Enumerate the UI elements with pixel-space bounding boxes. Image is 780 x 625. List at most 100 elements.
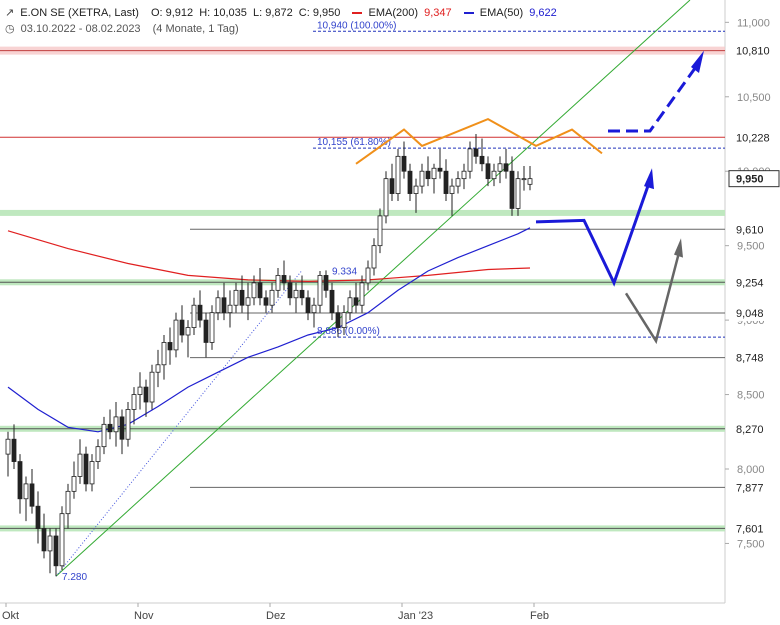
candle-body	[383, 178, 389, 217]
candle-body	[11, 438, 17, 462]
candle-body	[443, 170, 449, 194]
candle-body	[107, 423, 113, 433]
candle-body	[65, 490, 71, 515]
x-tick-label: Dez	[266, 610, 286, 622]
candle-body	[227, 304, 233, 314]
candle-body	[377, 215, 383, 247]
candle-body	[197, 304, 203, 321]
candle-body	[161, 342, 167, 366]
candle-body	[59, 513, 65, 567]
candle-body	[257, 282, 263, 299]
candle-body	[293, 289, 299, 299]
candle-body	[149, 371, 155, 403]
candle-body	[425, 170, 431, 180]
level-label: 9,950	[736, 174, 764, 186]
candle-body	[479, 155, 485, 165]
candle-body	[203, 319, 209, 343]
candle-body	[113, 416, 119, 433]
candle-body	[401, 155, 407, 172]
low-label: L: 9,872	[252, 7, 293, 19]
candle-body	[221, 297, 227, 314]
candle-body	[137, 386, 143, 395]
level-label-bg	[729, 479, 779, 496]
candle-body	[527, 178, 533, 185]
period-label: (4 Monate, 1 Tag)	[152, 23, 239, 35]
candle-body	[389, 178, 395, 194]
scenario-arrow-blue	[535, 179, 652, 287]
symbol-label: E.ON SE (XETRA, Last)	[20, 7, 139, 19]
scenario-arrow-blue-dashed	[608, 63, 700, 133]
level-label: 8,270	[736, 424, 764, 436]
candle-body	[305, 297, 311, 314]
candle-body	[317, 275, 323, 306]
header-row-1: ↗ E.ON SE (XETRA, Last) O: 9,912 H: 10,0…	[5, 6, 560, 19]
support-band	[0, 209, 725, 216]
chart-icon: ↗	[5, 7, 15, 19]
candle-body	[53, 535, 59, 567]
fib-anchor-line	[55, 270, 303, 577]
candle-body	[413, 185, 419, 194]
pattern-line	[355, 118, 603, 165]
y-tick-label: 8,000	[737, 464, 765, 476]
candle-body	[185, 327, 191, 336]
candle-body	[173, 319, 179, 351]
x-tick-label: Feb	[530, 610, 549, 622]
level-label: 10,228	[736, 132, 770, 144]
ema200-swatch	[352, 12, 363, 15]
header-row-2: ◷ 03.10.2022 - 08.02.2023 (4 Monate, 1 T…	[5, 22, 242, 35]
candle-body	[23, 483, 29, 500]
level-label-bg	[729, 349, 779, 366]
y-tick-label: 9,500	[737, 241, 765, 253]
candle-body	[359, 282, 365, 306]
candle-body	[473, 148, 479, 157]
candle-body	[431, 167, 437, 180]
date-range: 03.10.2022 - 08.02.2023	[20, 23, 141, 35]
clock-icon: ◷	[5, 23, 15, 35]
x-tick-label: Jan '23	[398, 610, 433, 622]
extreme-label: 7.280	[62, 572, 87, 583]
candle-body	[5, 438, 11, 455]
ema200-label: EMA(200)	[368, 7, 419, 19]
scenario-arrow-gray	[624, 248, 682, 345]
candle-body	[365, 267, 371, 284]
candle-body	[455, 178, 461, 187]
y-tick-label: 10,500	[737, 92, 771, 104]
arrow-head-gray	[674, 238, 683, 258]
level-label: 9,254	[736, 277, 764, 289]
extreme-label: 9.334	[332, 266, 357, 277]
candle-body	[131, 394, 137, 410]
candle-body	[485, 163, 491, 180]
open-label: O: 9,912	[150, 7, 194, 19]
candle-body	[251, 282, 257, 299]
candle-body	[245, 297, 251, 306]
candle-body	[371, 245, 377, 269]
ema50-value: 9,622	[529, 7, 557, 19]
ema200-value: 9,347	[424, 7, 452, 19]
close-label: C: 9,950	[298, 7, 341, 19]
ema50-swatch	[463, 12, 474, 15]
arrow-head-blue-dashed	[691, 50, 704, 73]
candle-body	[437, 167, 443, 172]
level-label: 8,748	[736, 353, 764, 365]
candle-body	[299, 289, 305, 299]
x-tick-label: Okt	[2, 610, 19, 622]
candle-body	[449, 185, 455, 194]
level-label-bg	[729, 42, 779, 59]
candle-body	[281, 275, 287, 284]
candle-body	[41, 528, 47, 552]
x-tick-label: Nov	[134, 610, 154, 622]
candle-body	[341, 312, 347, 328]
candle-body	[167, 342, 173, 351]
arrow-head-blue	[644, 168, 654, 190]
fib-label: 8,886 (0.00%)	[317, 326, 380, 337]
candle-body	[125, 409, 131, 440]
candle-body	[77, 453, 83, 477]
candle-body	[233, 289, 239, 306]
candle-body	[353, 297, 359, 306]
candle-body	[263, 297, 269, 306]
candle-body	[323, 275, 329, 291]
candle-body	[143, 386, 149, 403]
candle-body	[467, 148, 473, 172]
level-label: 7,601	[736, 523, 764, 535]
